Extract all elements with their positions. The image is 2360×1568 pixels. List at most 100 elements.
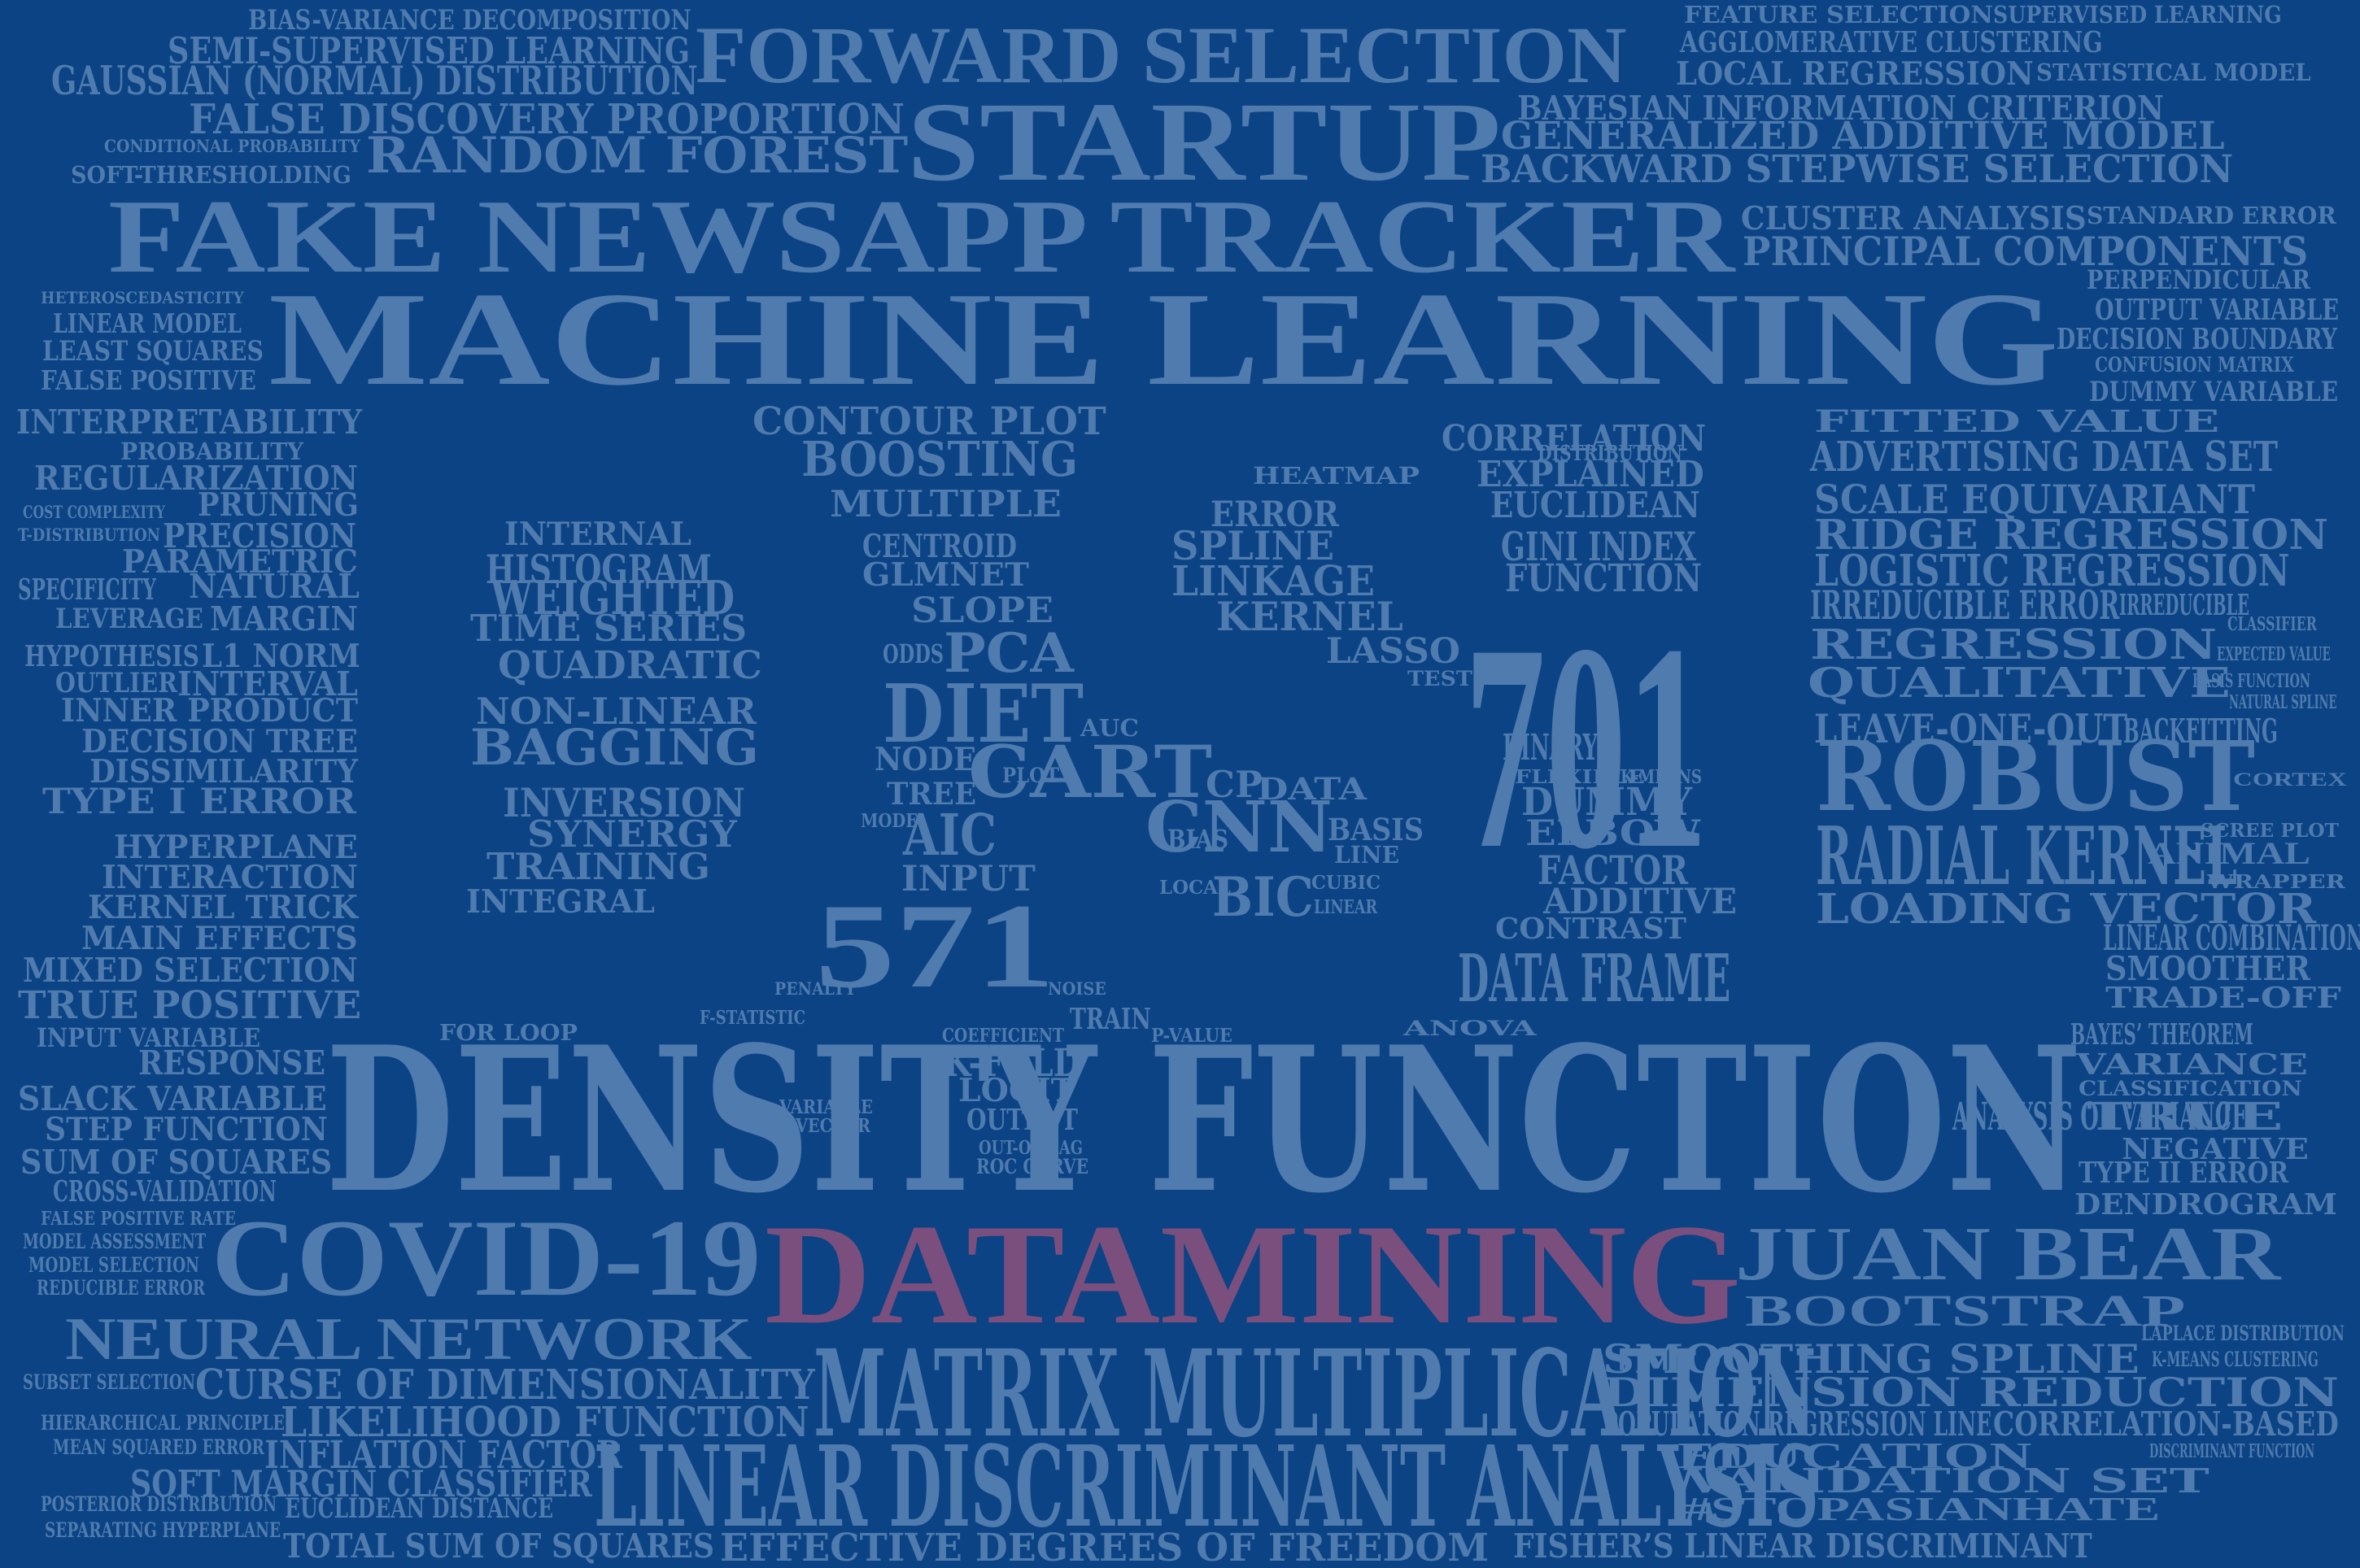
word-mode: MODE	[861, 809, 918, 832]
word-ridge-regression: RIDGE REGRESSION	[1814, 511, 2328, 560]
word-animal: ANIMAL	[2148, 836, 2311, 871]
word-cluster-analysis: CLUSTER ANALYSIS	[1741, 200, 2087, 237]
word-gini-index: GINI INDEX	[1501, 523, 1696, 570]
word-node: NODE	[875, 741, 976, 778]
word-test: TEST	[1407, 667, 1472, 691]
word-cost-complexity: COST COMPLEXITY	[23, 503, 165, 523]
word-parametric: PARAMETRIC	[122, 543, 358, 581]
word-roc-curve: ROC CURVE	[976, 1155, 1088, 1179]
word-sum-of-squares: SUM OF SQUARES	[20, 1142, 333, 1182]
word-integral: INTEGRAL	[466, 883, 655, 921]
word-anova: ANOVA	[1403, 1017, 1537, 1041]
word-bic: BIC	[1212, 865, 1314, 929]
word-slope: SLOPE	[911, 590, 1053, 631]
word-probability: PROBABILITY	[120, 437, 304, 465]
word-coefficient: COEFFICIENT	[942, 1024, 1064, 1047]
word-local-regression: LOCAL REGRESSION	[1676, 55, 2034, 93]
word-additive: ADDITIVE	[1543, 882, 1738, 922]
word-linear: LINEAR	[1314, 895, 1378, 918]
word-bias-variance-decomposition: BIAS-VARIANCE DECOMPOSITION	[248, 4, 691, 36]
word-true-positive: TRUE POSITIVE	[18, 983, 362, 1028]
word-non-linear: NON-LINEAR	[476, 690, 757, 733]
word-inversion: INVERSION	[503, 779, 745, 826]
word-validation-set: VALIDATION SET	[1684, 1461, 2210, 1500]
word-bias: BIAS	[1167, 825, 1229, 855]
word-f-statistic: F-STATISTIC	[700, 1006, 806, 1029]
word-effective-degrees-of-freedom: EFFECTIVE DEGREES OF FREEDOM	[720, 1526, 1490, 1568]
word-principal-components: PRINCIPAL COMPONENTS	[1743, 228, 2309, 275]
word-startup: STARTUP	[907, 80, 1502, 205]
word-logistic-regression: LOGISTIC REGRESSION	[1814, 546, 2290, 596]
word-separating-hyperplane: SEPARATING HYPERPLANE	[45, 1518, 281, 1543]
word-diet: DIET	[883, 668, 1084, 761]
word-line: LINE	[1334, 840, 1400, 869]
word-subset-selection: SUBSET SELECTION	[23, 1370, 196, 1395]
word-posterior-distribution: POSTERIOR DISTRIBUTION	[41, 1492, 277, 1517]
word-internal: INTERNAL	[504, 516, 691, 553]
word-population-regression-line: POPULATION REGRESSION LINE	[1603, 1404, 1992, 1444]
word-linear-discriminant-analysis: LINEAR DISCRIMINANT ANALYSIS	[594, 1422, 1819, 1553]
word-glmnet: GLMNET	[862, 556, 1030, 594]
word-boosting: BOOSTING	[801, 431, 1079, 487]
word-out-of-bag: OUT-OF-BAG	[979, 1136, 1084, 1159]
word-natural: NATURAL	[189, 566, 360, 606]
word-dimension-reduction: DIMENSION REDUCTION	[1603, 1369, 2340, 1416]
word-correlation: CORRELATION	[1442, 418, 1707, 460]
word-contour-plot: CONTOUR PLOT	[752, 399, 1106, 444]
word-weighted: WEIGHTED	[491, 572, 735, 625]
word-neural-network: NEURAL NETWORK	[65, 1306, 752, 1373]
word-penalty: PENALTY	[774, 979, 856, 1000]
word-kernel: KERNEL	[1216, 593, 1403, 640]
word-machine-learning: MACHINE LEARNING	[268, 264, 2059, 413]
word-histogram: HISTOGRAM	[486, 546, 712, 593]
word-cortex: CORTEX	[2233, 769, 2347, 791]
word-input-variable: INPUT VARIABLE	[37, 1024, 261, 1053]
word-701: 701	[1464, 584, 1708, 910]
word-cubic: CUBIC	[1311, 871, 1381, 894]
word-cnn: CNN	[1145, 786, 1333, 869]
word-cp: CP	[1206, 763, 1263, 806]
word-plot: PLOT	[1002, 764, 1059, 788]
word-quadratic: QUADRATIC	[498, 643, 762, 688]
word-k-fold: K-FOLD	[944, 1041, 1081, 1086]
word-qualitative: QUALITATIVE	[1808, 659, 2231, 708]
word-pca: PCA	[944, 621, 1074, 685]
word-dendrogram: DENDROGRAM	[2074, 1188, 2337, 1222]
word-natural-spline: NATURAL SPLINE	[2229, 690, 2337, 713]
word-mixed-selection: MIXED SELECTION	[23, 950, 358, 990]
word-contrast: CONTRAST	[1495, 912, 1686, 946]
word-irreducible: IRREDUCIBLE	[2119, 589, 2250, 622]
word-local: LOCAL	[1159, 876, 1231, 899]
word-precision: PRECISION	[163, 516, 356, 555]
word-outlier: OUTLIER	[55, 667, 177, 699]
word-centroid: CENTROID	[862, 528, 1017, 565]
word-gaussian-normal-distribution: GAUSSIAN (NORMAL) DISTRIBUTION	[51, 57, 698, 104]
word-interpretability: INTERPRETABILITY	[16, 402, 362, 442]
word-leave-one-out: LEAVE-ONE-OUT	[1814, 705, 2128, 752]
word-true: TRUE	[2087, 1095, 2284, 1139]
word-backward-stepwise-selection: BACKWARD STEPWISE SELECTION	[1481, 147, 2234, 192]
word-explained: EXPLAINED	[1477, 454, 1704, 495]
word-data-frame: DATA FRAME	[1458, 940, 1731, 1017]
word-forward-selection: FORWARD SELECTION	[696, 10, 1627, 100]
word-response: RESPONSE	[138, 1043, 326, 1082]
word-for-loop: FOR LOOP	[439, 1020, 578, 1046]
word-covid-19: COVID-19	[212, 1197, 761, 1319]
word-multiple: MULTIPLE	[830, 482, 1062, 525]
word-smoothing-spline: SMOOTHING SPLINE	[1603, 1335, 2140, 1383]
word-dissimilarity: DISSIMILARITY	[89, 753, 359, 791]
word-backfitting: BACKFITTING	[2123, 711, 2278, 751]
word-conditional-probability: CONDITIONAL PROBABILITY	[104, 137, 360, 157]
word-interval: INTERVAL	[177, 664, 358, 703]
word-571: 571	[815, 879, 1055, 1013]
word-statistical-model: STATISTICAL MODEL	[2036, 58, 2311, 86]
word-function: FUNCTION	[1505, 556, 1702, 601]
word-negative: NEGATIVE	[2122, 1133, 2309, 1166]
word-odds: ODDS	[883, 640, 944, 669]
word-bagging: BAGGING	[470, 719, 759, 777]
word-step-function: STEP FUNCTION	[45, 1111, 328, 1148]
word-basis-function: BASIS FUNCTION	[2192, 669, 2310, 692]
word-false-discovery-proportion: FALSE DISCOVERY PROPORTION	[189, 95, 905, 144]
word-training: TRAINING	[486, 845, 710, 888]
